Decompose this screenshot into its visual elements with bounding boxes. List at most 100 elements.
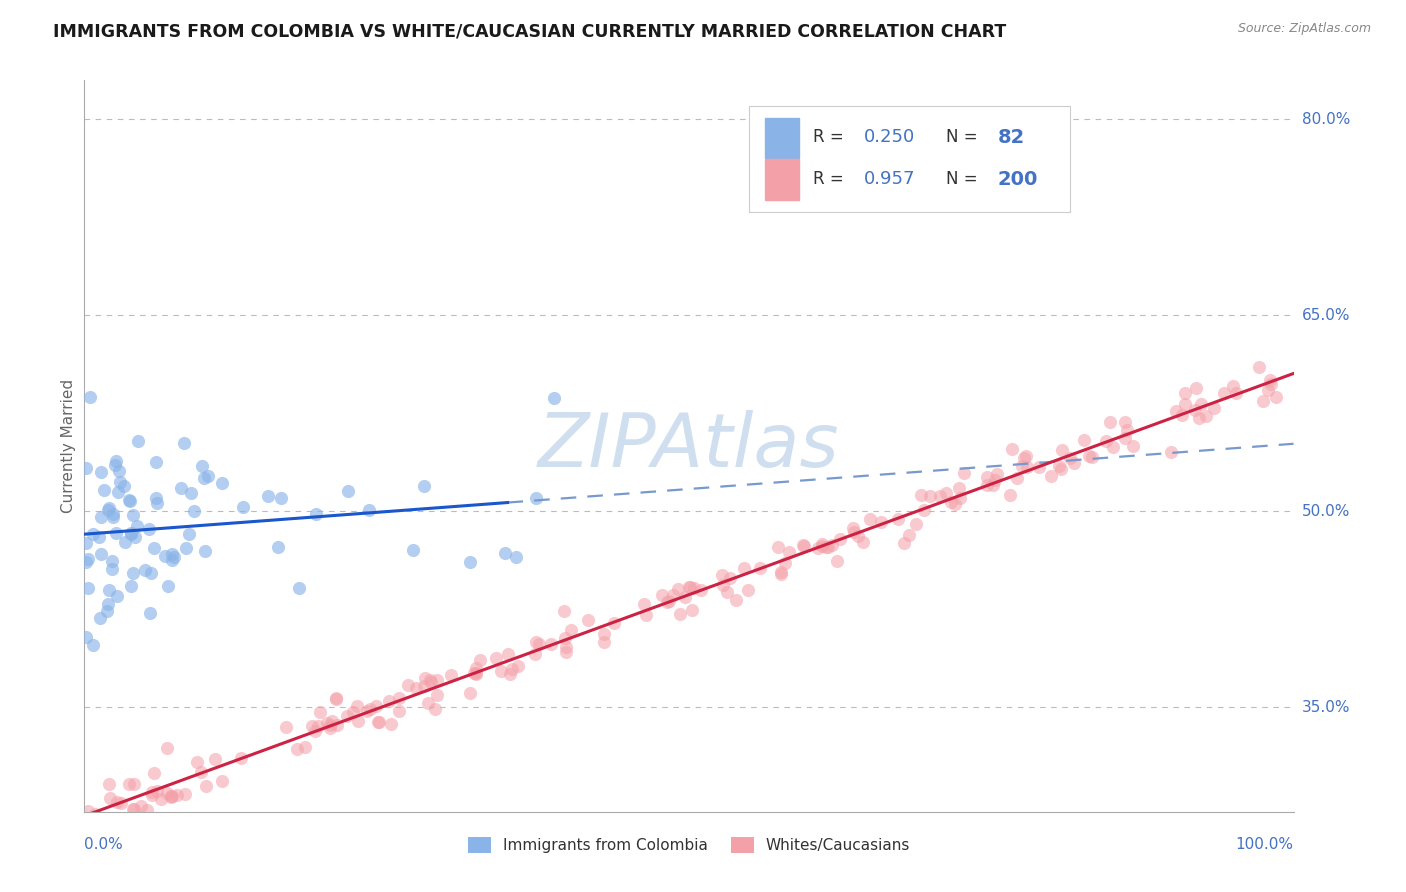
Point [1059,451,1081,466]
Text: 100.0%: 100.0% [1236,837,1294,852]
Point [315,715,337,730]
Text: 50.0%: 50.0% [1302,504,1350,519]
Point [748,561,770,575]
Point [285,741,308,756]
Point [1095,434,1118,449]
Point [98,777,121,791]
Point [1078,449,1101,463]
Text: 200: 200 [997,169,1038,188]
Point [108,475,131,489]
Text: ZIPAtlas: ZIPAtlas [538,410,839,482]
Point [319,721,342,735]
Point [912,503,935,517]
Point [321,714,343,728]
Point [770,566,793,581]
Point [1189,397,1212,411]
Point [817,540,839,554]
Text: 35.0%: 35.0% [1302,699,1350,714]
Point [526,635,548,649]
Point [1171,408,1194,422]
Point [229,751,252,765]
Point [183,503,205,517]
Point [602,616,624,631]
Point [108,465,131,479]
Point [211,773,233,788]
Point [173,787,195,801]
Point [842,525,865,540]
Point [304,724,326,739]
Point [1249,359,1271,374]
Point [593,634,616,648]
Point [1114,415,1136,429]
Point [1047,458,1070,473]
Point [160,553,183,567]
Point [257,489,280,503]
Point [1005,471,1028,485]
Point [378,694,401,708]
Point [737,583,759,598]
Point [194,544,217,558]
Point [149,791,172,805]
Point [405,681,427,696]
Point [160,790,183,805]
Point [984,474,1007,488]
Point [848,529,870,543]
Point [420,675,443,690]
Point [662,588,685,602]
Point [540,637,562,651]
Y-axis label: Currently Married: Currently Married [60,379,76,513]
Point [948,481,970,495]
Point [276,720,298,734]
Point [156,741,179,756]
Point [98,582,121,597]
Point [153,549,176,563]
Point [463,666,485,681]
Point [501,662,523,676]
Point [127,434,149,448]
Point [122,802,145,816]
Point [718,571,741,585]
Point [690,582,713,597]
Point [301,719,323,733]
Point [810,537,832,551]
Point [465,660,488,674]
Point [543,391,565,405]
Point [976,470,998,484]
Point [122,566,145,581]
Point [733,561,755,575]
Text: 65.0%: 65.0% [1302,308,1350,323]
Point [211,475,233,490]
Point [120,579,142,593]
Bar [765,118,799,158]
Point [174,541,197,555]
Text: R =: R = [814,170,849,188]
Point [173,436,195,450]
Point [413,672,436,686]
Point [426,673,449,687]
Point [75,536,97,550]
Point [93,483,115,498]
Point [505,549,527,564]
Point [1122,439,1144,453]
Point [309,706,332,720]
Point [266,540,288,554]
Legend: Immigrants from Colombia, Whites/Caucasians: Immigrants from Colombia, Whites/Caucasi… [461,830,917,859]
Point [897,528,920,542]
Point [157,579,180,593]
Point [458,555,481,569]
Point [98,791,121,805]
Point [1188,410,1211,425]
Point [464,665,486,680]
Point [346,699,368,714]
Point [981,478,1004,492]
Point [905,517,928,532]
Point [859,512,882,526]
Point [1195,409,1218,423]
Point [976,478,998,492]
Point [920,489,942,503]
Bar [765,160,799,200]
Point [949,491,972,506]
Point [576,613,599,627]
Point [143,541,166,555]
Point [494,546,516,560]
